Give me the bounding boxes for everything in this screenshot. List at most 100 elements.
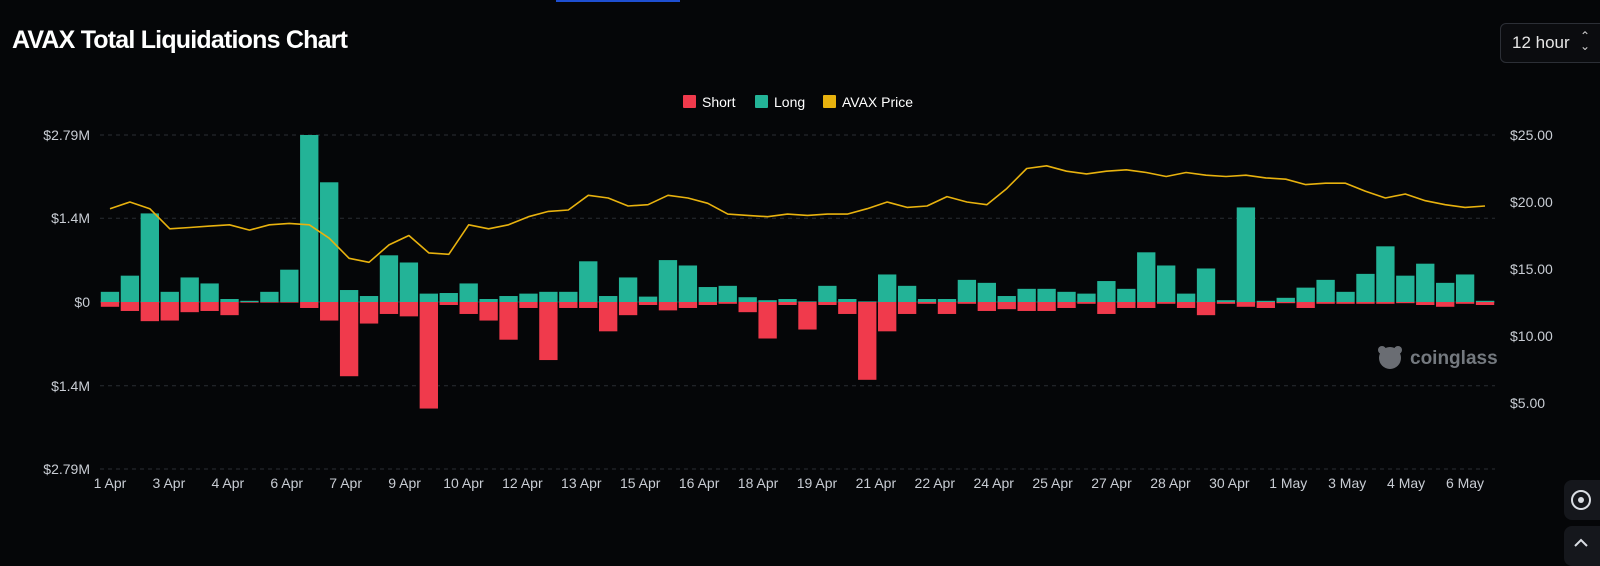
short-bar <box>379 302 399 314</box>
short-bar <box>878 302 897 332</box>
x-tick-label: 6 Apr <box>270 475 303 491</box>
short-bar <box>997 302 1016 310</box>
long-bar <box>1117 288 1136 302</box>
x-tick-label: 1 May <box>1269 475 1307 491</box>
x-tick-label: 13 Apr <box>561 475 602 491</box>
x-tick-label: 1 Apr <box>94 475 127 491</box>
y-right-tick-label: $15.00 <box>1510 261 1553 277</box>
short-bar <box>459 302 478 314</box>
legend-item: AVAX Price <box>823 94 913 110</box>
short-bar <box>778 302 797 305</box>
long-bar <box>579 261 598 302</box>
short-bar <box>818 302 837 305</box>
long-bar <box>957 279 977 302</box>
short-bar <box>579 302 598 308</box>
short-bar <box>1236 302 1256 307</box>
short-bar <box>1276 302 1295 304</box>
legend-label: Short <box>702 94 736 110</box>
short-bar <box>280 302 299 303</box>
settings-side-button[interactable] <box>1564 480 1600 520</box>
x-tick-label: 28 Apr <box>1150 475 1191 491</box>
short-bar <box>339 302 359 377</box>
long-bar <box>1256 300 1275 302</box>
long-bar <box>1137 252 1156 302</box>
short-bar <box>300 302 319 308</box>
x-tick-label: 10 Apr <box>443 475 484 491</box>
short-bar <box>897 302 917 314</box>
short-bar <box>1316 302 1335 304</box>
short-bar <box>439 302 458 305</box>
long-bar <box>897 285 917 302</box>
long-bar <box>718 285 737 302</box>
short-bar <box>1376 302 1395 304</box>
long-bar <box>997 296 1016 302</box>
short-bar <box>1057 302 1076 308</box>
short-bar <box>320 302 339 321</box>
short-bar <box>1396 302 1415 304</box>
long-bar <box>519 293 538 302</box>
short-bar <box>1416 302 1435 305</box>
x-tick-label: 4 Apr <box>211 475 244 491</box>
interval-select-value: 12 hour <box>1512 33 1570 52</box>
short-bar <box>798 302 817 330</box>
short-bar <box>519 302 538 308</box>
short-bar <box>618 302 638 316</box>
long-bar <box>698 287 717 302</box>
long-bar <box>1376 246 1395 302</box>
long-bar <box>260 291 279 302</box>
long-bar <box>1176 293 1196 302</box>
long-bar <box>1296 287 1315 302</box>
legend-label: AVAX Price <box>842 94 913 110</box>
short-bar <box>160 302 179 321</box>
x-tick-label: 3 Apr <box>153 475 186 491</box>
short-bar <box>1077 302 1096 304</box>
interval-select[interactable]: 12 hour ⌃ ⌄ <box>1500 23 1600 63</box>
long-bar <box>818 285 837 302</box>
x-tick-label: 4 May <box>1387 475 1425 491</box>
legend-label: Long <box>774 94 805 110</box>
long-bar <box>140 213 159 302</box>
long-bar <box>499 296 518 302</box>
top-accent-bar <box>556 0 680 2</box>
y-right-tick-label: $5.00 <box>1510 395 1545 411</box>
long-bar <box>1157 265 1176 302</box>
short-bar <box>1256 302 1275 308</box>
long-bar <box>100 291 120 302</box>
short-bar <box>499 302 518 340</box>
short-bar <box>1157 302 1176 304</box>
x-tick-label: 24 Apr <box>973 475 1014 491</box>
long-bar <box>200 283 219 302</box>
long-bar <box>1356 273 1375 302</box>
short-bar <box>479 302 498 321</box>
short-bar <box>260 302 279 303</box>
long-bar <box>638 296 658 302</box>
short-bar <box>658 302 678 311</box>
legend-swatch <box>683 95 696 108</box>
long-bar <box>778 299 797 302</box>
short-bar <box>1037 302 1056 311</box>
long-bar <box>280 269 299 302</box>
short-bar <box>977 302 996 311</box>
x-tick-label: 6 May <box>1446 475 1484 491</box>
watermark-text: coinglass <box>1410 348 1498 369</box>
short-bar <box>838 302 857 314</box>
long-bar <box>220 299 239 302</box>
long-bar <box>977 282 996 302</box>
long-bar <box>300 135 319 302</box>
long-bar <box>678 265 698 302</box>
x-tick-label: 9 Apr <box>388 475 421 491</box>
scroll-top-side-button[interactable] <box>1564 526 1600 566</box>
chevron-up-down-icon: ⌃ ⌄ <box>1580 29 1591 53</box>
long-bar <box>419 293 438 302</box>
short-bar <box>1296 302 1315 308</box>
long-bar <box>878 274 897 302</box>
chevron-up-icon <box>1574 538 1588 547</box>
short-bar <box>758 302 777 339</box>
long-bar <box>320 182 339 302</box>
long-bar <box>738 297 757 302</box>
short-bar <box>599 302 618 332</box>
long-bar <box>120 275 140 302</box>
long-bar <box>937 299 957 302</box>
avax-price-line <box>109 165 1486 264</box>
